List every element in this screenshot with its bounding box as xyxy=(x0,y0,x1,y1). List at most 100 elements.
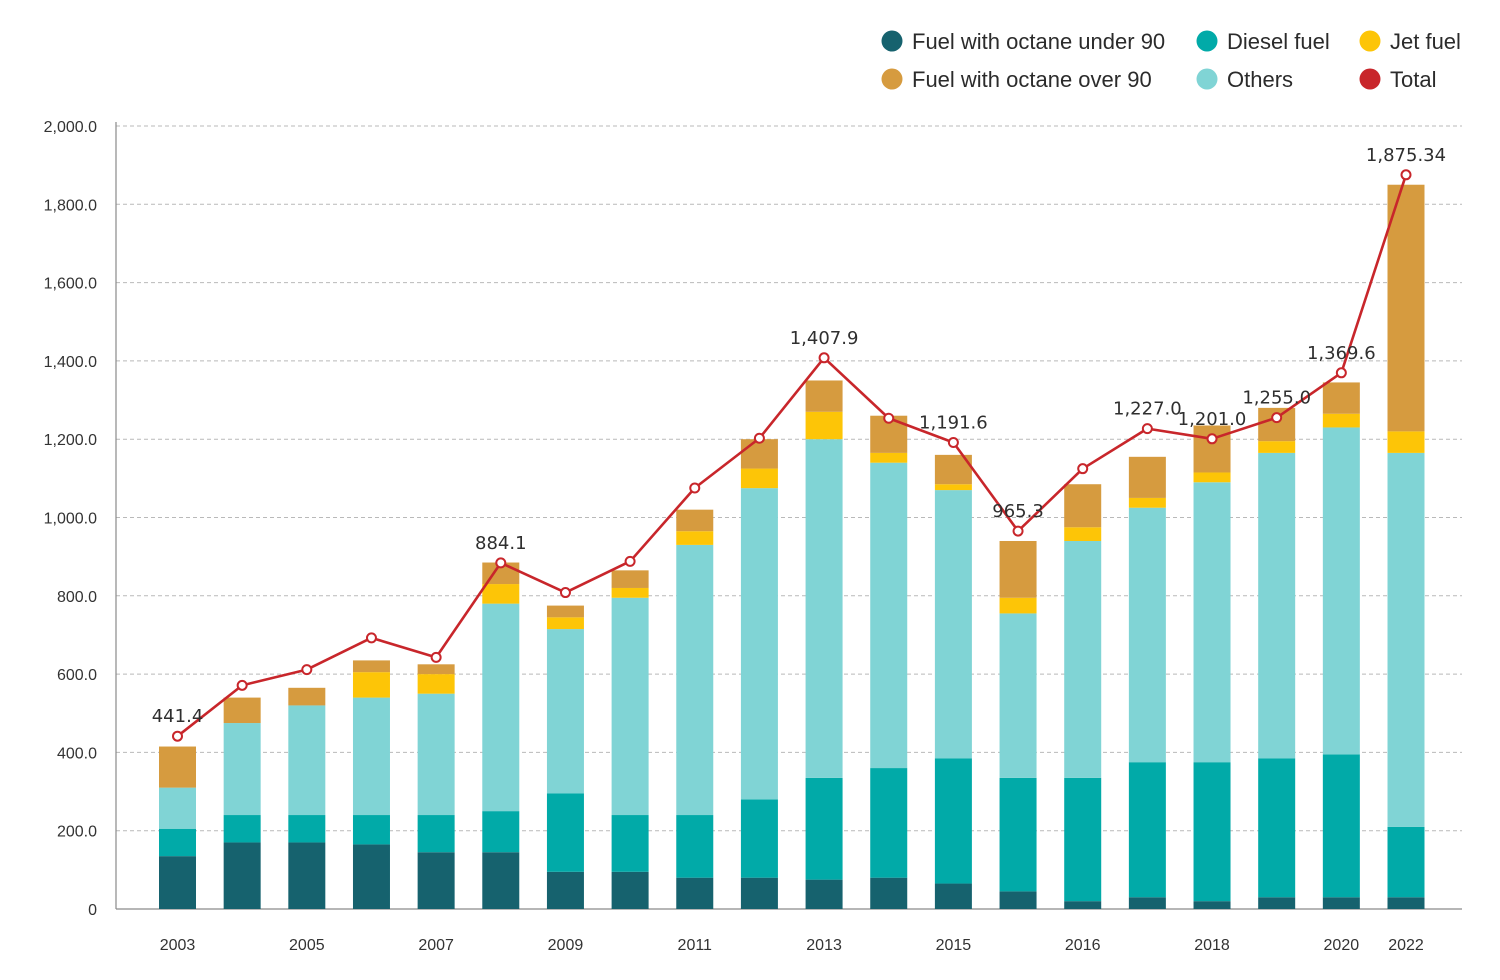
data-label: 1,191.6 xyxy=(919,412,988,433)
bar-fuel-with-octane-over-90 xyxy=(159,746,196,788)
x-tick-label: 2005 xyxy=(289,937,325,954)
total-point xyxy=(236,679,248,691)
total-point xyxy=(559,587,571,599)
data-label: 1,227.0 xyxy=(1113,399,1182,420)
bar-others xyxy=(805,439,843,778)
bar-fuel-with-octane-under-90 xyxy=(740,877,778,909)
legend-swatch-total xyxy=(1359,68,1381,90)
bar-fuel-with-octane-over-90 xyxy=(740,439,778,469)
x-tick-label: 2018 xyxy=(1194,937,1230,954)
total-point xyxy=(172,730,183,742)
total-point xyxy=(365,632,377,644)
bar-diesel-fuel xyxy=(352,815,390,845)
bar-diesel-fuel xyxy=(159,828,196,857)
bar-fuel-with-octane-under-90 xyxy=(159,856,196,909)
bar-fuel-with-octane-under-90 xyxy=(676,877,714,909)
bar-others xyxy=(1387,452,1425,827)
bar-others xyxy=(611,597,649,816)
bar-fuel-with-octane-under-90 xyxy=(482,852,520,909)
bar-diesel-fuel xyxy=(417,815,455,853)
legend-label-fuel-with-octane-under-90: Fuel with octane under 90 xyxy=(912,29,1165,54)
legend-swatch-diesel-fuel xyxy=(1196,30,1218,52)
y-tick-label: 400.0 xyxy=(57,745,97,762)
data-label: 1,255.0 xyxy=(1242,388,1311,409)
bar-jet-fuel xyxy=(352,672,390,698)
bar-others xyxy=(288,705,326,816)
bar-jet-fuel xyxy=(1193,472,1231,483)
bar-diesel-fuel xyxy=(482,811,520,853)
bar-fuel-with-octane-under-90 xyxy=(1193,901,1231,909)
bar-others xyxy=(546,629,584,794)
bar-diesel-fuel xyxy=(1193,762,1231,902)
bar-diesel-fuel xyxy=(1128,762,1166,898)
data-label: 1,201.0 xyxy=(1178,409,1247,430)
bar-fuel-with-octane-over-90 xyxy=(1387,184,1425,432)
bar-others xyxy=(676,544,714,816)
bar-others xyxy=(870,462,908,769)
bar-others xyxy=(1258,452,1296,759)
legend-swatch-others xyxy=(1196,68,1218,90)
y-tick-label: 1,200.0 xyxy=(44,432,97,449)
bar-fuel-with-octane-over-90 xyxy=(1193,425,1231,473)
legend-label-others: Others xyxy=(1227,67,1293,92)
bar-others xyxy=(934,490,972,759)
y-tick-label: 800.0 xyxy=(57,589,97,606)
bar-jet-fuel xyxy=(611,587,649,598)
bar-fuel-with-octane-over-90 xyxy=(611,570,649,588)
bar-diesel-fuel xyxy=(676,815,714,878)
bar-jet-fuel xyxy=(934,484,972,491)
x-tick-label: 2015 xyxy=(936,937,972,954)
bar-others xyxy=(740,488,778,800)
x-tick-label: 2011 xyxy=(678,937,713,954)
x-tick-label: 2007 xyxy=(418,937,454,954)
bar-fuel-with-octane-over-90 xyxy=(288,687,326,706)
y-tick-label: 0 xyxy=(88,902,97,919)
bar-diesel-fuel xyxy=(288,815,326,843)
x-tick-label: 2003 xyxy=(160,937,196,954)
bar-others xyxy=(1193,482,1231,763)
legend-swatch-jet-fuel xyxy=(1359,30,1381,52)
data-label: 1,875.34 xyxy=(1366,145,1446,166)
y-tick-label: 600.0 xyxy=(57,667,97,684)
bar-fuel-with-octane-under-90 xyxy=(288,842,326,909)
total-point xyxy=(301,664,313,676)
bar-fuel-with-octane-under-90 xyxy=(999,891,1037,909)
bar-fuel-with-octane-over-90 xyxy=(676,509,714,532)
bar-fuel-with-octane-over-90 xyxy=(1322,382,1360,414)
bar-diesel-fuel xyxy=(740,799,778,878)
bar-fuel-with-octane-over-90 xyxy=(1128,456,1166,498)
bar-jet-fuel xyxy=(676,531,714,545)
bar-jet-fuel xyxy=(999,597,1037,614)
bar-diesel-fuel xyxy=(1064,777,1102,902)
bar-others xyxy=(417,693,455,816)
y-tick-label: 2,000.0 xyxy=(44,119,97,136)
bar-jet-fuel xyxy=(740,468,778,489)
bar-diesel-fuel xyxy=(805,777,843,880)
bar-diesel-fuel xyxy=(934,758,972,884)
bar-diesel-fuel xyxy=(223,815,261,843)
bar-jet-fuel xyxy=(1387,431,1425,453)
total-point xyxy=(1271,412,1283,424)
bar-fuel-with-octane-under-90 xyxy=(1387,897,1425,909)
bar-others xyxy=(1322,427,1360,755)
total-point xyxy=(753,432,765,444)
legend-label-fuel-with-octane-over-90: Fuel with octane over 90 xyxy=(912,67,1152,92)
bar-fuel-with-octane-under-90 xyxy=(934,883,972,909)
bar-diesel-fuel xyxy=(1387,826,1425,898)
bar-fuel-with-octane-over-90 xyxy=(223,697,261,724)
gridlines xyxy=(116,125,1462,832)
bar-fuel-with-octane-under-90 xyxy=(1322,897,1360,909)
bar-fuel-with-octane-under-90 xyxy=(1064,901,1102,909)
bar-fuel-with-octane-under-90 xyxy=(805,879,843,909)
bar-others xyxy=(482,603,520,812)
bar-fuel-with-octane-under-90 xyxy=(1128,897,1166,909)
bar-fuel-with-octane-under-90 xyxy=(1258,897,1296,909)
total-point xyxy=(1077,463,1089,475)
bar-fuel-with-octane-under-90 xyxy=(417,852,455,909)
bar-others xyxy=(223,723,261,816)
bar-jet-fuel xyxy=(417,674,455,694)
y-tick-label: 1,600.0 xyxy=(44,276,97,293)
total-point xyxy=(1400,169,1412,181)
